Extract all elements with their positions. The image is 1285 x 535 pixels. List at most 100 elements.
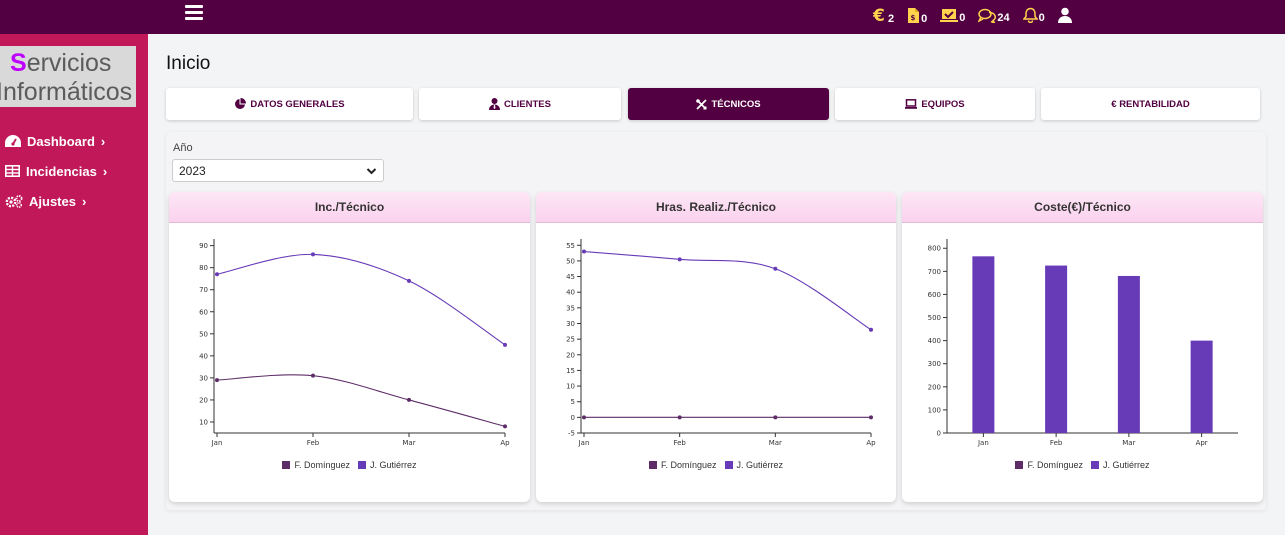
- laptop-check-notification[interactable]: 0: [940, 8, 965, 23]
- legend-swatch: [358, 461, 366, 469]
- data-point: [215, 378, 219, 383]
- y-tick-label: 55: [566, 242, 575, 250]
- laptop-icon: [905, 99, 918, 109]
- legend-swatch: [1091, 461, 1099, 469]
- laptop-check-icon: [940, 8, 959, 22]
- y-tick-label: 90: [199, 242, 208, 250]
- legend-swatch: [282, 461, 291, 469]
- legend-item-dominguez[interactable]: F. Domínguez: [1015, 460, 1083, 470]
- data-point: [311, 252, 315, 257]
- comments-notification[interactable]: 24: [978, 8, 1010, 24]
- x-tick-label: Feb: [307, 439, 320, 447]
- sidebar-item-dashboard[interactable]: Dashboard ›: [5, 132, 105, 150]
- sidebar-item-label: Incidencias: [26, 163, 97, 179]
- x-tick-label: Feb: [673, 439, 686, 447]
- chart-legend: F. Domínguez J. Gutiérrez: [169, 460, 530, 470]
- y-tick-label: 50: [199, 330, 208, 338]
- top-icons-bar: € 2 $ 0 0 24 0: [873, 0, 1085, 30]
- x-tick-label: Feb: [1050, 439, 1063, 447]
- x-tick-label: Jan: [578, 439, 590, 447]
- tab-tecnicos[interactable]: TÉCNICOS: [628, 88, 829, 120]
- chevron-down-icon: [366, 168, 377, 175]
- tab-clientes[interactable]: CLIENTES: [419, 88, 621, 120]
- legend-item-dominguez[interactable]: F. Domínguez: [282, 460, 350, 470]
- y-tick-label: 700: [928, 268, 941, 276]
- data-point: [677, 257, 682, 262]
- x-tick-label: Ap: [866, 439, 876, 447]
- year-filter-label: Año: [173, 142, 193, 154]
- x-tick-label: Apr: [1196, 439, 1208, 447]
- bell-count: 0: [1038, 12, 1045, 24]
- chart-coste-tecnico: 0 100 200 300 400 500 600 700 800 Jan Feb Mar Apr: [928, 239, 1238, 447]
- sidebar: Servicios Informáticos Dashboard › Incid…: [0, 34, 148, 535]
- sidebar-item-ajustes[interactable]: Ajustes ›: [5, 192, 86, 210]
- svg-text:$: $: [911, 14, 916, 22]
- bar: [1045, 265, 1068, 433]
- data-point: [582, 415, 586, 420]
- legend-swatch: [648, 461, 657, 469]
- y-tick-label: 100: [928, 406, 941, 414]
- y-tick-label: 10: [566, 383, 575, 391]
- data-point: [869, 327, 873, 332]
- legend-item-gutierrez[interactable]: J. Gutiérrez: [1091, 460, 1150, 470]
- tab-label: € RENTABILIDAD: [1111, 98, 1190, 110]
- bell-notification[interactable]: 0: [1022, 7, 1045, 24]
- tab-rentabilidad[interactable]: € RENTABILIDAD: [1041, 88, 1260, 120]
- y-tick-label: 35: [566, 304, 575, 312]
- data-point: [407, 278, 411, 283]
- brand-logo[interactable]: Servicios Informáticos: [0, 46, 136, 107]
- sidebar-item-incidencias[interactable]: Incidencias ›: [5, 162, 107, 180]
- user-menu[interactable]: [1057, 7, 1072, 23]
- chart-title: Inc./Técnico: [169, 192, 530, 223]
- chart-title: Hras. Realiz./Técnico: [536, 192, 896, 223]
- y-tick-label: 400: [928, 337, 941, 345]
- chart-legend: F. Domínguez J. Gutiérrez: [902, 460, 1263, 470]
- y-tick-label: 15: [566, 367, 575, 375]
- svg-text:€: €: [873, 6, 885, 24]
- invoice-notification[interactable]: $ 0: [907, 7, 927, 24]
- tachometer-icon: [5, 135, 21, 147]
- legend-item-gutierrez[interactable]: J. Gutiérrez: [724, 460, 783, 470]
- page-title: Inicio: [166, 53, 211, 74]
- year-select[interactable]: 2023: [172, 159, 384, 182]
- tab-equipos[interactable]: EQUIPOS: [835, 88, 1035, 120]
- legend-item-dominguez[interactable]: F. Domínguez: [648, 460, 717, 470]
- tab-label: CLIENTES: [504, 98, 551, 110]
- x-tick-label: Ap: [500, 439, 510, 447]
- euro-notification[interactable]: € 2: [873, 6, 894, 25]
- legend-item-gutierrez[interactable]: J. Gutiérrez: [358, 460, 417, 470]
- invoice-count: 0: [921, 12, 928, 25]
- user-icon: [1057, 7, 1072, 23]
- series-line: [216, 253, 506, 346]
- tab-label: DATOS GENERALES: [250, 98, 345, 110]
- x-tick-label: Mar: [769, 439, 782, 447]
- y-tick-label: 50: [566, 257, 575, 265]
- chart-card-horas: Hras. Realiz./Técnico -5 0 5 10 15 20 25 30 35 40…: [536, 192, 896, 502]
- y-tick-label: 45: [566, 273, 575, 281]
- y-tick-label: -5: [568, 430, 575, 438]
- chart-legend: F. Domínguez J. Gutiérrez: [536, 460, 896, 470]
- tab-datos-generales[interactable]: DATOS GENERALES: [166, 88, 413, 120]
- pie-chart-icon: [235, 98, 247, 109]
- data-point: [773, 266, 778, 271]
- year-select-value: 2023: [179, 163, 206, 178]
- legend-swatch: [1015, 461, 1024, 469]
- data-point: [215, 272, 219, 277]
- y-tick-label: 10: [199, 418, 208, 426]
- chart-title: Coste(€)/Técnico: [902, 192, 1263, 223]
- logo-first-letter: S: [10, 49, 27, 77]
- data-point: [503, 342, 507, 347]
- table-icon: [5, 165, 20, 177]
- y-tick-label: 30: [566, 320, 575, 328]
- bar: [1190, 340, 1213, 433]
- data-point: [311, 373, 315, 378]
- legend-swatch: [724, 461, 733, 469]
- hamburger-menu-icon[interactable]: [185, 2, 203, 20]
- y-tick-label: 600: [928, 291, 941, 299]
- data-point: [582, 249, 586, 254]
- comments-count: 24: [997, 11, 1010, 24]
- comments-icon: [978, 8, 997, 23]
- series-line: [216, 374, 506, 427]
- y-tick-label: 40: [566, 289, 575, 297]
- y-tick-label: 25: [566, 336, 575, 344]
